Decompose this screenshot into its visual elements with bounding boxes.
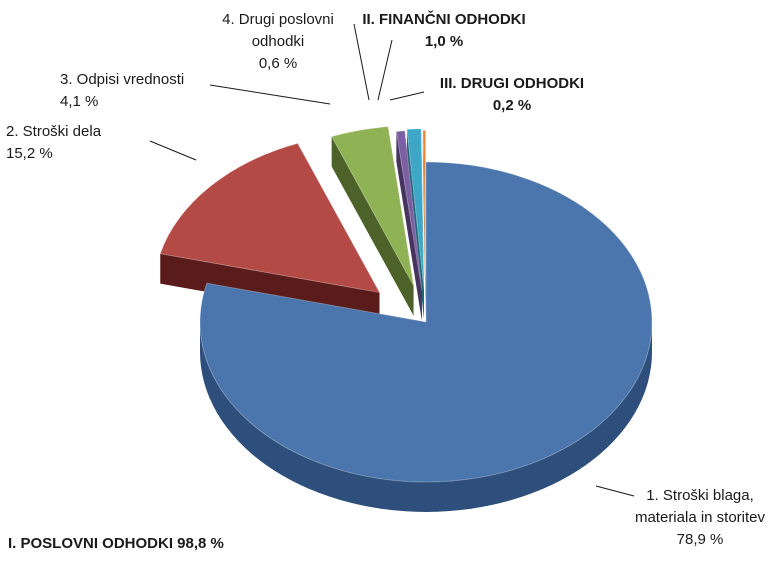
slice-label-line: materiala in storitev — [635, 509, 766, 526]
slice-label-1: 1. Stroški blaga, materiala in storitev 78… — [635, 487, 766, 548]
pie-slice-top-5 — [406, 128, 425, 289]
leader-line-1 — [595, 485, 635, 497]
pie-slice-side-1 — [200, 322, 652, 512]
slice-label-3: 3. Odpisi vrednosti 4,1 % — [60, 71, 184, 110]
leader-line-6 — [389, 91, 425, 101]
slice-label-line: III. DRUGI ODHODKI — [440, 75, 584, 92]
slice-label-line: II. FINANČNI ODHODKI — [362, 10, 525, 28]
pie-slice-top-2 — [159, 142, 381, 294]
pie-slice-wall-3 — [331, 136, 414, 316]
slice-label-line: 2. Stroški dela — [6, 123, 102, 140]
pie-slice-wall-4 — [396, 131, 422, 321]
pie-slice-wall-6 — [422, 130, 426, 321]
pie-slice-4 — [395, 130, 423, 321]
slice-label-line: 3. Odpisi vrednosti — [60, 71, 184, 88]
pie-slice-top-1 — [199, 161, 653, 483]
slice-label-6: III. DRUGI ODHODKI 0,2 % — [440, 75, 584, 114]
leader-line-2 — [149, 140, 197, 161]
pie-slice-6 — [422, 129, 427, 321]
pie-slices — [159, 126, 653, 512]
slice-label-line: 0,6 % — [259, 55, 297, 72]
leader-line-4 — [353, 23, 370, 101]
slice-label-line: 4. Drugi poslovni — [222, 11, 334, 28]
slice-label-line: 78,9 % — [677, 531, 724, 548]
slice-label-4: 4. Drugi poslovni odhodki 0,6 % — [222, 11, 334, 72]
group-label-poslovni-odhodki: I. POSLOVNI ODHODKI 98,8 % — [8, 535, 224, 552]
pie-slice-top-3 — [330, 126, 415, 286]
slice-label-line: 15,2 % — [6, 145, 53, 162]
pie-slice-3 — [330, 126, 415, 316]
pie-slice-top-4 — [395, 130, 423, 291]
pie-slice-1 — [199, 161, 653, 512]
slice-label-2: 2. Stroški dela 15,2 % — [6, 123, 102, 162]
slice-label-5: II. FINANČNI ODHODKI 1,0 % — [362, 10, 525, 50]
pie-labels: 1. Stroški blaga, materiala in storitev 78… — [6, 10, 766, 548]
slice-label-line: odhodki — [252, 33, 305, 50]
leader-line-5 — [377, 39, 393, 101]
slice-label-line: 4,1 % — [60, 93, 98, 110]
pie-slice-top-6 — [422, 129, 427, 291]
slice-label-line: 1. Stroški blaga, — [646, 487, 754, 504]
slice-label-line: 1,0 % — [425, 33, 463, 50]
leader-line-3 — [209, 84, 331, 105]
slice-label-line: 0,2 % — [493, 97, 531, 114]
